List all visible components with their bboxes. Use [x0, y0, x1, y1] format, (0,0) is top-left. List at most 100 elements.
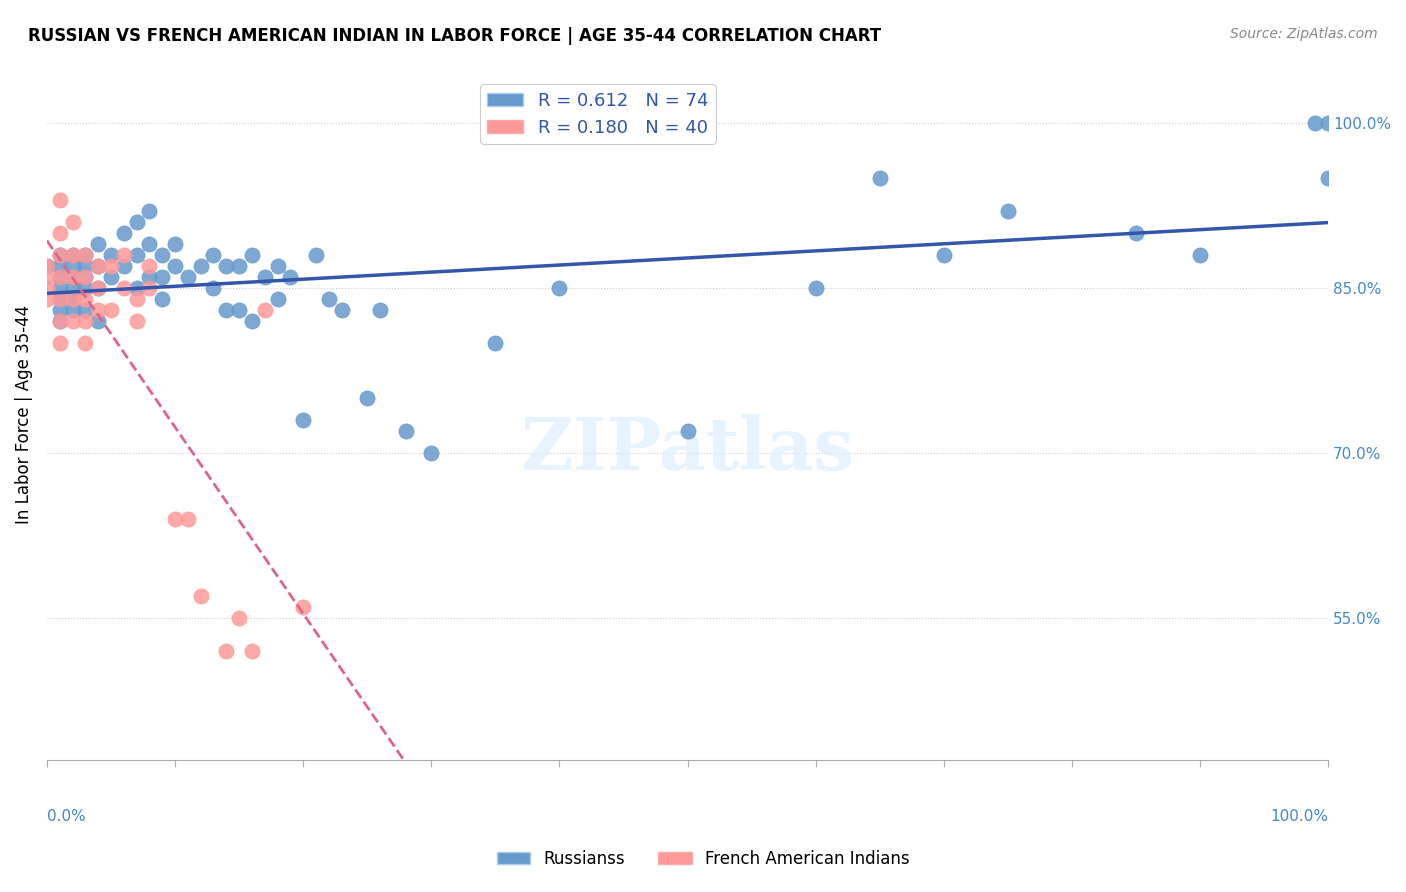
Russianss [420, 446, 443, 460]
Russianss [305, 248, 328, 262]
French American Indians [163, 512, 186, 526]
Russianss [240, 248, 263, 262]
French American Indians [253, 303, 276, 318]
Russianss [150, 248, 173, 262]
Text: 100.0%: 100.0% [1270, 809, 1329, 824]
Russianss [163, 237, 186, 252]
Russianss [1317, 171, 1340, 186]
French American Indians [62, 248, 84, 262]
Legend: Russianss, French American Indians: Russianss, French American Indians [489, 844, 917, 875]
Russianss [62, 292, 84, 306]
French American Indians [112, 281, 135, 295]
Russianss [240, 314, 263, 328]
French American Indians [100, 303, 122, 318]
Russianss [548, 281, 571, 295]
French American Indians [75, 292, 97, 306]
Russianss [48, 292, 70, 306]
Russianss [202, 281, 225, 295]
Russianss [163, 259, 186, 273]
Russianss [48, 303, 70, 318]
Text: 0.0%: 0.0% [46, 809, 86, 824]
French American Indians [215, 643, 238, 657]
Legend: R = 0.612   N = 74, R = 0.180   N = 40: R = 0.612 N = 74, R = 0.180 N = 40 [479, 85, 716, 144]
French American Indians [190, 589, 212, 603]
French American Indians [112, 248, 135, 262]
Russianss [1317, 116, 1340, 130]
Russianss [138, 270, 160, 285]
Russianss [278, 270, 301, 285]
Y-axis label: In Labor Force | Age 35-44: In Labor Force | Age 35-44 [15, 305, 32, 524]
French American Indians [35, 270, 58, 285]
French American Indians [75, 314, 97, 328]
Russianss [62, 303, 84, 318]
Russianss [75, 248, 97, 262]
French American Indians [35, 281, 58, 295]
Russianss [150, 270, 173, 285]
Russianss [62, 292, 84, 306]
Russianss [100, 248, 122, 262]
Russianss [484, 336, 506, 351]
French American Indians [75, 336, 97, 351]
French American Indians [62, 314, 84, 328]
Russianss [48, 281, 70, 295]
Russianss [35, 259, 58, 273]
Russianss [228, 259, 250, 273]
Russianss [292, 413, 315, 427]
Russianss [62, 248, 84, 262]
Russianss [1125, 226, 1147, 240]
French American Indians [138, 259, 160, 273]
Russianss [87, 259, 110, 273]
French American Indians [62, 292, 84, 306]
French American Indians [35, 292, 58, 306]
French American Indians [177, 512, 200, 526]
Russianss [48, 292, 70, 306]
Russianss [330, 303, 353, 318]
Russianss [75, 270, 97, 285]
French American Indians [48, 292, 70, 306]
Russianss [62, 281, 84, 295]
French American Indians [75, 270, 97, 285]
Russianss [368, 303, 391, 318]
Russianss [676, 424, 699, 438]
Russianss [177, 270, 200, 285]
Russianss [869, 171, 891, 186]
Russianss [202, 248, 225, 262]
Russianss [48, 270, 70, 285]
Russianss [228, 303, 250, 318]
Russianss [87, 281, 110, 295]
French American Indians [35, 259, 58, 273]
French American Indians [87, 281, 110, 295]
French American Indians [48, 314, 70, 328]
French American Indians [75, 248, 97, 262]
French American Indians [228, 610, 250, 624]
Russianss [125, 215, 148, 229]
Russianss [125, 281, 148, 295]
Russianss [1188, 248, 1211, 262]
French American Indians [87, 303, 110, 318]
French American Indians [48, 336, 70, 351]
Russianss [62, 270, 84, 285]
French American Indians [48, 226, 70, 240]
Russianss [215, 303, 238, 318]
Russianss [125, 248, 148, 262]
Russianss [100, 270, 122, 285]
Russianss [138, 237, 160, 252]
French American Indians [100, 259, 122, 273]
Text: Source: ZipAtlas.com: Source: ZipAtlas.com [1230, 27, 1378, 41]
Russianss [215, 259, 238, 273]
Russianss [804, 281, 827, 295]
Russianss [266, 259, 288, 273]
Russianss [112, 226, 135, 240]
Text: RUSSIAN VS FRENCH AMERICAN INDIAN IN LABOR FORCE | AGE 35-44 CORRELATION CHART: RUSSIAN VS FRENCH AMERICAN INDIAN IN LAB… [28, 27, 882, 45]
Russianss [395, 424, 418, 438]
Russianss [253, 270, 276, 285]
Russianss [150, 292, 173, 306]
Russianss [48, 314, 70, 328]
French American Indians [138, 281, 160, 295]
French American Indians [48, 194, 70, 208]
Russianss [266, 292, 288, 306]
Russianss [318, 292, 340, 306]
French American Indians [125, 314, 148, 328]
French American Indians [292, 599, 315, 614]
French American Indians [62, 270, 84, 285]
